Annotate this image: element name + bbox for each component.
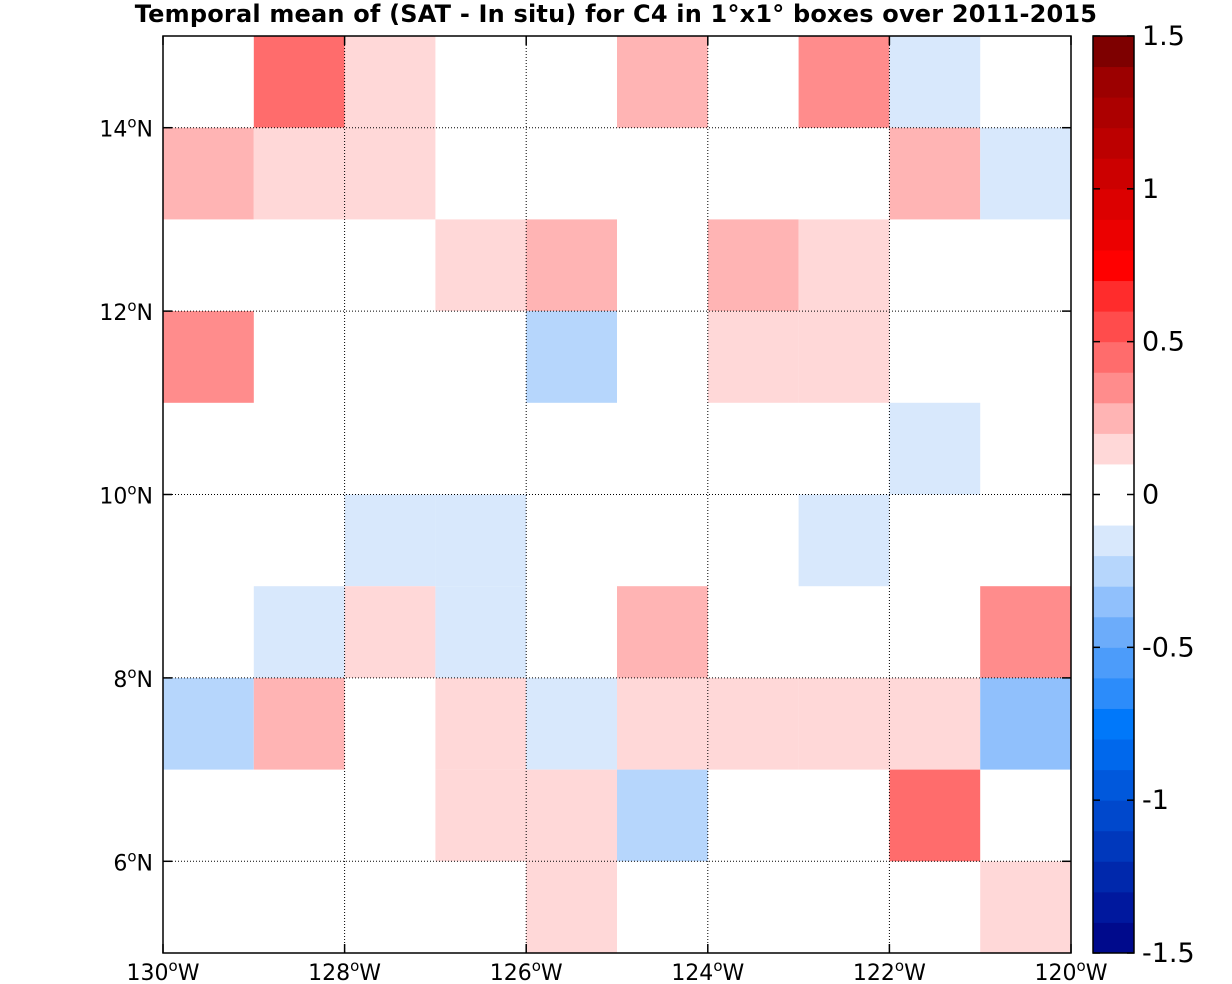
heatmap-cell bbox=[617, 769, 708, 862]
heatmap-cell bbox=[707, 311, 799, 403]
heatmap-cell bbox=[798, 36, 890, 128]
heatmap-cell bbox=[344, 586, 436, 678]
heatmap-cell bbox=[526, 769, 617, 862]
colorbar-segment bbox=[1093, 402, 1134, 434]
colorbar-segment bbox=[1093, 891, 1134, 923]
x-tick-label: 122oW bbox=[853, 957, 926, 984]
colorbar-segment bbox=[1093, 739, 1134, 771]
heatmap-cell bbox=[435, 219, 527, 312]
x-tick-label: 120oW bbox=[1035, 957, 1108, 984]
heatmap-cell bbox=[253, 36, 345, 128]
colorbar-segment bbox=[1093, 616, 1134, 648]
heatmap-cell bbox=[889, 127, 981, 220]
colorbar-segment bbox=[1093, 586, 1134, 618]
colorbar-segment bbox=[1093, 433, 1134, 465]
colorbar-tick-label: -1.5 bbox=[1142, 938, 1195, 969]
heatmap-cell bbox=[344, 36, 436, 128]
heatmap-cell bbox=[889, 769, 981, 862]
colorbar-tick-label: 1 bbox=[1142, 174, 1159, 205]
heatmap-cell bbox=[435, 494, 527, 587]
colorbar-tick-label: 0.5 bbox=[1142, 327, 1185, 358]
colorbar-segment bbox=[1093, 158, 1134, 190]
heatmap-cell bbox=[617, 677, 708, 770]
heatmap-cell bbox=[526, 311, 617, 403]
heatmap-cell bbox=[798, 219, 890, 312]
y-tick-label: 6oN bbox=[113, 847, 153, 876]
colorbar-tick-label: -1 bbox=[1142, 785, 1169, 816]
x-tick-label: 128oW bbox=[308, 957, 381, 984]
heatmap-cells bbox=[163, 36, 1071, 953]
grid-lines bbox=[163, 36, 1071, 953]
colorbar-segment bbox=[1093, 677, 1134, 709]
colorbar-segment bbox=[1093, 188, 1134, 220]
heatmap-cell bbox=[435, 769, 527, 862]
x-tick-label: 130oW bbox=[127, 957, 200, 984]
colorbar-segment bbox=[1093, 97, 1134, 129]
colorbar-segment bbox=[1093, 922, 1134, 954]
colorbar-tick-label: -0.5 bbox=[1142, 632, 1195, 663]
heatmap-cell bbox=[617, 36, 708, 128]
x-tick-labels: 130oW 128oW 126oW 124oW 122oW 120oW bbox=[127, 957, 1108, 984]
heatmap-cell bbox=[617, 586, 708, 678]
colorbar-segment bbox=[1093, 769, 1134, 801]
y-tick-label: 8oN bbox=[113, 664, 153, 693]
colorbar-segment bbox=[1093, 36, 1134, 68]
colorbar-segment bbox=[1093, 280, 1134, 312]
plot-axes bbox=[162, 35, 1072, 954]
heatmap-cell bbox=[253, 586, 345, 678]
heatmap-cell bbox=[707, 219, 799, 312]
heatmap-cell bbox=[889, 402, 981, 495]
heatmap-cell bbox=[253, 677, 345, 770]
heatmap-cell bbox=[798, 311, 890, 403]
colorbar-segment bbox=[1093, 219, 1134, 251]
colorbar: 1.5 1 0.5 0 -0.5 -1 -1.5 bbox=[1092, 21, 1195, 969]
colorbar-segment bbox=[1093, 708, 1134, 740]
colorbar-segment bbox=[1093, 555, 1134, 587]
y-tick-label: 12oN bbox=[99, 297, 153, 326]
heatmap-cell bbox=[526, 861, 617, 953]
heatmap-cell bbox=[163, 127, 254, 220]
colorbar-segment bbox=[1093, 647, 1134, 679]
colorbar-segment bbox=[1093, 861, 1134, 893]
colorbar-segment bbox=[1093, 494, 1134, 526]
heatmap-cell bbox=[435, 677, 527, 770]
colorbar-segment bbox=[1093, 463, 1134, 495]
colorbar-tick-label: 0 bbox=[1142, 480, 1159, 511]
colorbar-segment bbox=[1093, 800, 1134, 832]
y-tick-labels: 6oN 8oN 10oN 12oN 14oN bbox=[99, 114, 153, 877]
colorbar-segment bbox=[1093, 830, 1134, 862]
colorbar-tick-label: 1.5 bbox=[1142, 21, 1185, 52]
heatmap-cell bbox=[798, 677, 890, 770]
heatmap-cell bbox=[344, 494, 436, 587]
x-tick-label: 124oW bbox=[671, 957, 744, 984]
heatmap-cell bbox=[163, 677, 254, 770]
colorbar-segment bbox=[1093, 311, 1134, 343]
colorbar-segment bbox=[1093, 372, 1134, 404]
colorbar-segment bbox=[1093, 525, 1134, 557]
colorbar-segment bbox=[1093, 341, 1134, 373]
heatmap-cell bbox=[980, 861, 1071, 953]
x-tick-label: 126oW bbox=[490, 957, 563, 984]
heatmap-cell bbox=[889, 677, 981, 770]
heatmap-cell bbox=[980, 127, 1071, 220]
heatmap-cell bbox=[253, 127, 345, 220]
heatmap-cell bbox=[526, 219, 617, 312]
y-tick-label: 10oN bbox=[99, 481, 153, 510]
heatmap-cell bbox=[435, 586, 527, 678]
colorbar-segment bbox=[1093, 249, 1134, 282]
heatmap-cell bbox=[707, 677, 799, 770]
chart-title: Temporal mean of (SAT - In situ) for C4 … bbox=[134, 0, 1098, 28]
heatmap-cell bbox=[526, 677, 617, 770]
heatmap-cell bbox=[980, 586, 1071, 678]
colorbar-segment bbox=[1093, 127, 1134, 159]
heatmap-cell bbox=[798, 494, 890, 587]
heatmap-cell bbox=[889, 36, 981, 128]
heatmap-cell bbox=[344, 127, 436, 220]
y-tick-label: 14oN bbox=[99, 114, 153, 143]
heatmap-cell bbox=[980, 677, 1071, 770]
colorbar-segment bbox=[1093, 66, 1134, 98]
heatmap-cell bbox=[163, 311, 254, 403]
